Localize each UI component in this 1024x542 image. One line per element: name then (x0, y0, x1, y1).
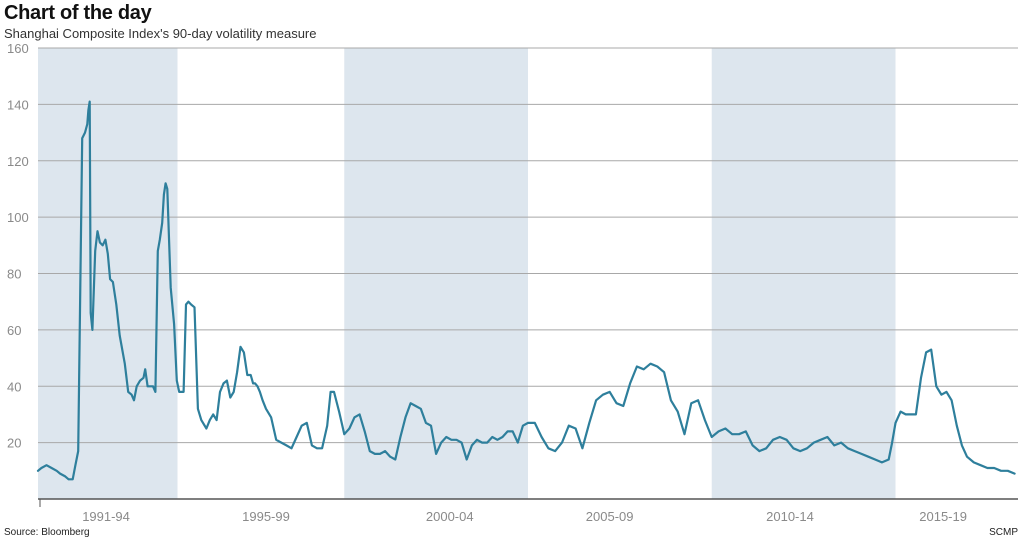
y-tick-label-40: 40 (7, 379, 21, 394)
x-period-label-2: 1995-99 (242, 509, 290, 524)
x-period-label-3: 2000-04 (426, 509, 474, 524)
source-label: Source: Bloomberg (4, 527, 90, 538)
y-tick-label-20: 20 (7, 436, 21, 451)
x-period-label-6: 2015-19 (919, 509, 967, 524)
series-line-1 (36, 100, 1016, 481)
y-tick-label-120: 120 (7, 154, 29, 169)
y-axis-tick-labels: 20 40 60 80 100 120 140 160 (7, 41, 29, 451)
credit-label: SCMP (989, 527, 1018, 538)
chart-title: Chart of the day (4, 2, 152, 24)
x-period-label-4: 2005-09 (586, 509, 634, 524)
x-axis-period-labels: 1991-94 1995-99 2000-04 2005-09 2010-14 2015-… (82, 509, 967, 524)
chart-subtitle: Shanghai Composite Index's 90-day volati… (4, 26, 317, 41)
y-tick-label-80: 80 (7, 267, 21, 282)
horizontal-gridlines (38, 47, 1018, 444)
series-layer (36, 100, 1016, 481)
x-axis (38, 498, 1018, 507)
y-tick-label-60: 60 (7, 323, 21, 338)
x-period-label-5: 2010-14 (766, 509, 814, 524)
y-tick-label-100: 100 (7, 210, 29, 225)
y-tick-label-140: 140 (7, 97, 29, 112)
x-period-label-1: 1991-94 (82, 509, 130, 524)
y-tick-label-160: 160 (7, 41, 29, 56)
